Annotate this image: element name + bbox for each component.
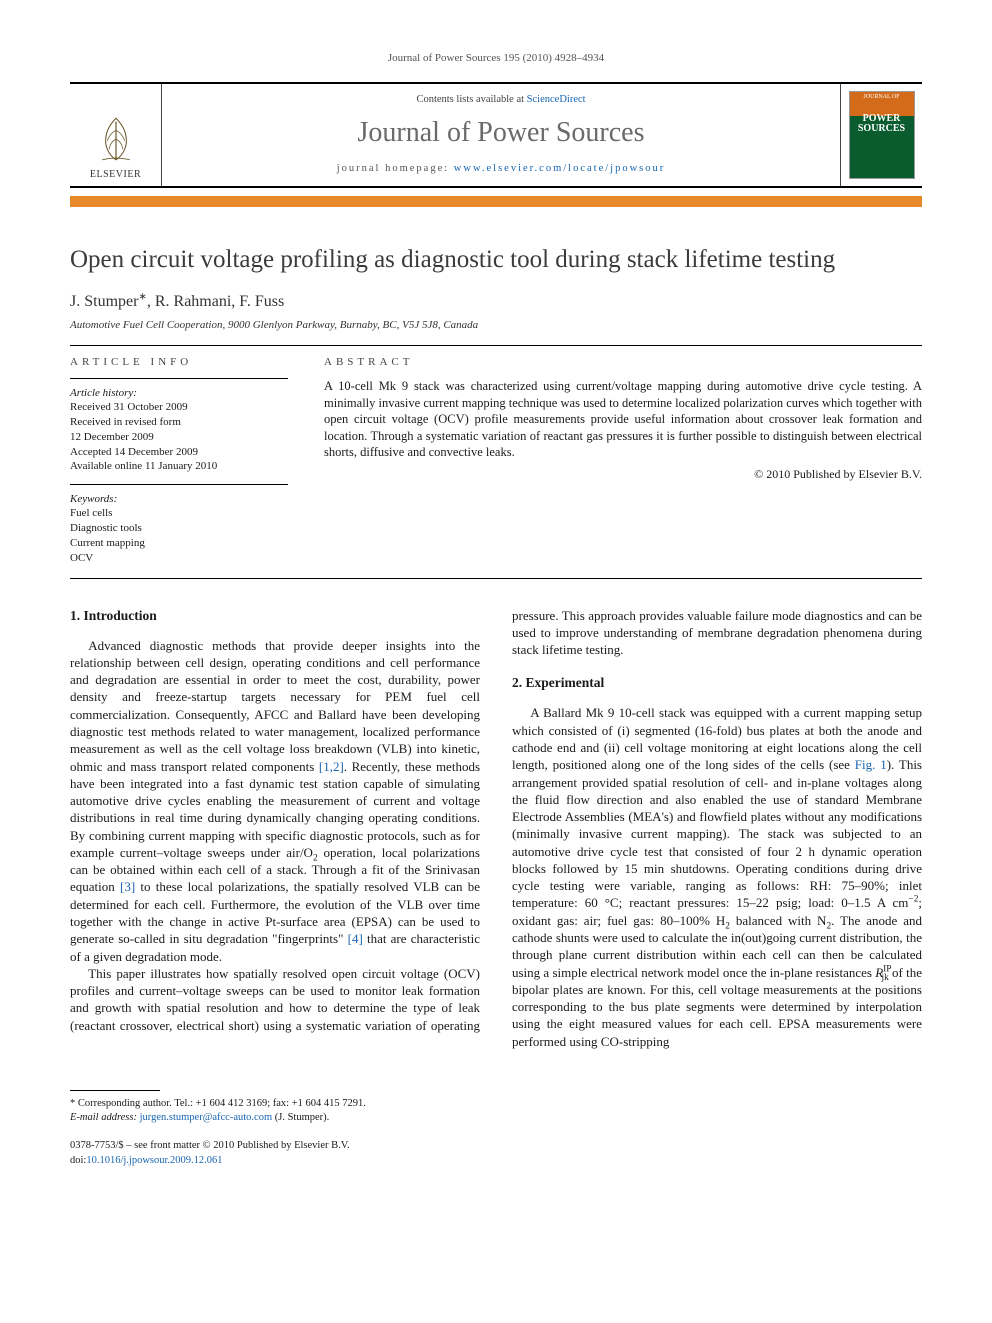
homepage-prefix: journal homepage: bbox=[337, 163, 454, 174]
article-title: Open circuit voltage profiling as diagno… bbox=[70, 245, 922, 275]
superscript: −2 bbox=[908, 895, 918, 905]
history-online: Available online 11 January 2010 bbox=[70, 459, 288, 474]
author: R. Rahmani bbox=[155, 293, 231, 310]
text-run: balanced with N bbox=[730, 913, 827, 928]
sciencedirect-link[interactable]: ScienceDirect bbox=[527, 94, 586, 105]
publisher-logo-block: ELSEVIER bbox=[70, 84, 162, 186]
math-symbol: RIPjk bbox=[875, 965, 889, 980]
author-list: J. Stumper∗, R. Rahmani, F. Fuss bbox=[70, 293, 922, 311]
fax-number: +1 604 415 7291 bbox=[292, 1098, 364, 1109]
text-run: (J. Stumper). bbox=[272, 1112, 329, 1123]
doi-line: doi:10.1016/j.jpowsour.2009.12.061 bbox=[70, 1154, 922, 1169]
citation-link[interactable]: [4] bbox=[348, 931, 363, 946]
journal-homepage-link[interactable]: www.elsevier.com/locate/jpowsour bbox=[454, 163, 665, 174]
running-head: Journal of Power Sources 195 (2010) 4928… bbox=[70, 52, 922, 64]
publisher-name: ELSEVIER bbox=[90, 169, 141, 180]
publication-footer: 0378-7753/$ – see front matter © 2010 Pu… bbox=[70, 1139, 922, 1168]
contents-available-line: Contents lists available at ScienceDirec… bbox=[174, 94, 828, 105]
text-run: * Corresponding author. Tel.: bbox=[70, 1098, 196, 1109]
body-paragraph: Advanced diagnostic methods that provide… bbox=[70, 637, 480, 965]
abstract-text: A 10-cell Mk 9 stack was characterized u… bbox=[324, 378, 922, 461]
doi-prefix: doi: bbox=[70, 1155, 86, 1166]
rule bbox=[70, 378, 288, 379]
citation-link[interactable]: [3] bbox=[120, 879, 135, 894]
orange-divider bbox=[70, 196, 922, 207]
journal-cover-thumb: JOURNAL OF POWER SOURCES bbox=[849, 91, 915, 179]
text-run: ). This arrangement provided spatial res… bbox=[512, 757, 922, 910]
front-matter-line: 0378-7753/$ – see front matter © 2010 Pu… bbox=[70, 1139, 922, 1154]
journal-name: Journal of Power Sources bbox=[174, 117, 828, 149]
journal-masthead: ELSEVIER Contents lists available at Sci… bbox=[70, 82, 922, 188]
rule bbox=[70, 345, 922, 346]
journal-homepage-line: journal homepage: www.elsevier.com/locat… bbox=[174, 163, 828, 174]
article-body: 1. Introduction Advanced diagnostic meth… bbox=[70, 607, 922, 1050]
masthead-center: Contents lists available at ScienceDirec… bbox=[162, 84, 840, 186]
article-info-heading: article info bbox=[70, 356, 288, 368]
abstract-copyright: © 2010 Published by Elsevier B.V. bbox=[324, 467, 922, 482]
section-heading-experimental: 2. Experimental bbox=[512, 674, 922, 692]
keyword: OCV bbox=[70, 551, 288, 566]
cover-title: POWER SOURCES bbox=[850, 114, 914, 134]
history-revised-line2: 12 December 2009 bbox=[70, 430, 288, 445]
author: F. Fuss bbox=[239, 293, 284, 310]
text-run: ; fax: bbox=[267, 1098, 292, 1109]
footnotes: * Corresponding author. Tel.: +1 604 412… bbox=[70, 1090, 922, 1125]
text-run: Advanced diagnostic methods that provide… bbox=[70, 638, 480, 774]
corresponding-author-note: * Corresponding author. Tel.: +1 604 412… bbox=[70, 1097, 922, 1111]
cover-thumbnail-block: JOURNAL OF POWER SOURCES bbox=[840, 84, 922, 186]
keywords-label: Keywords: bbox=[70, 493, 288, 505]
history-received: Received 31 October 2009 bbox=[70, 400, 288, 415]
article-info-block: article info Article history: Received 3… bbox=[70, 356, 288, 566]
keyword: Diagnostic tools bbox=[70, 521, 288, 536]
citation-link[interactable]: [1,2] bbox=[319, 759, 344, 774]
author-sep: , bbox=[147, 293, 155, 310]
corr-marker: ∗ bbox=[138, 292, 146, 303]
history-label: Article history: bbox=[70, 387, 288, 399]
body-paragraph: A Ballard Mk 9 10-cell stack was equippe… bbox=[512, 704, 922, 1050]
footnote-rule bbox=[70, 1090, 160, 1091]
cover-overline: JOURNAL OF bbox=[850, 94, 914, 100]
history-accepted: Accepted 14 December 2009 bbox=[70, 445, 288, 460]
abstract-heading: abstract bbox=[324, 356, 922, 368]
phone-number: +1 604 412 3169 bbox=[196, 1098, 268, 1109]
rule bbox=[70, 578, 922, 579]
figure-ref-link[interactable]: Fig. 1 bbox=[855, 757, 887, 772]
history-revised-line1: Received in revised form bbox=[70, 415, 288, 430]
elsevier-tree-icon bbox=[90, 113, 142, 165]
doi-link[interactable]: 10.1016/j.jpowsour.2009.12.061 bbox=[86, 1155, 222, 1166]
keyword: Current mapping bbox=[70, 536, 288, 551]
author: J. Stumper bbox=[70, 293, 138, 310]
section-heading-introduction: 1. Introduction bbox=[70, 607, 480, 625]
email-line: E-mail address: jurgen.stumper@afcc-auto… bbox=[70, 1111, 922, 1125]
keyword: Fuel cells bbox=[70, 506, 288, 521]
affiliation: Automotive Fuel Cell Cooperation, 9000 G… bbox=[70, 319, 922, 331]
author-email-link[interactable]: jurgen.stumper@afcc-auto.com bbox=[140, 1112, 273, 1123]
contents-prefix: Contents lists available at bbox=[416, 94, 526, 105]
email-label: E-mail address: bbox=[70, 1112, 140, 1123]
abstract-block: abstract A 10-cell Mk 9 stack was charac… bbox=[324, 356, 922, 566]
rule bbox=[70, 484, 288, 485]
